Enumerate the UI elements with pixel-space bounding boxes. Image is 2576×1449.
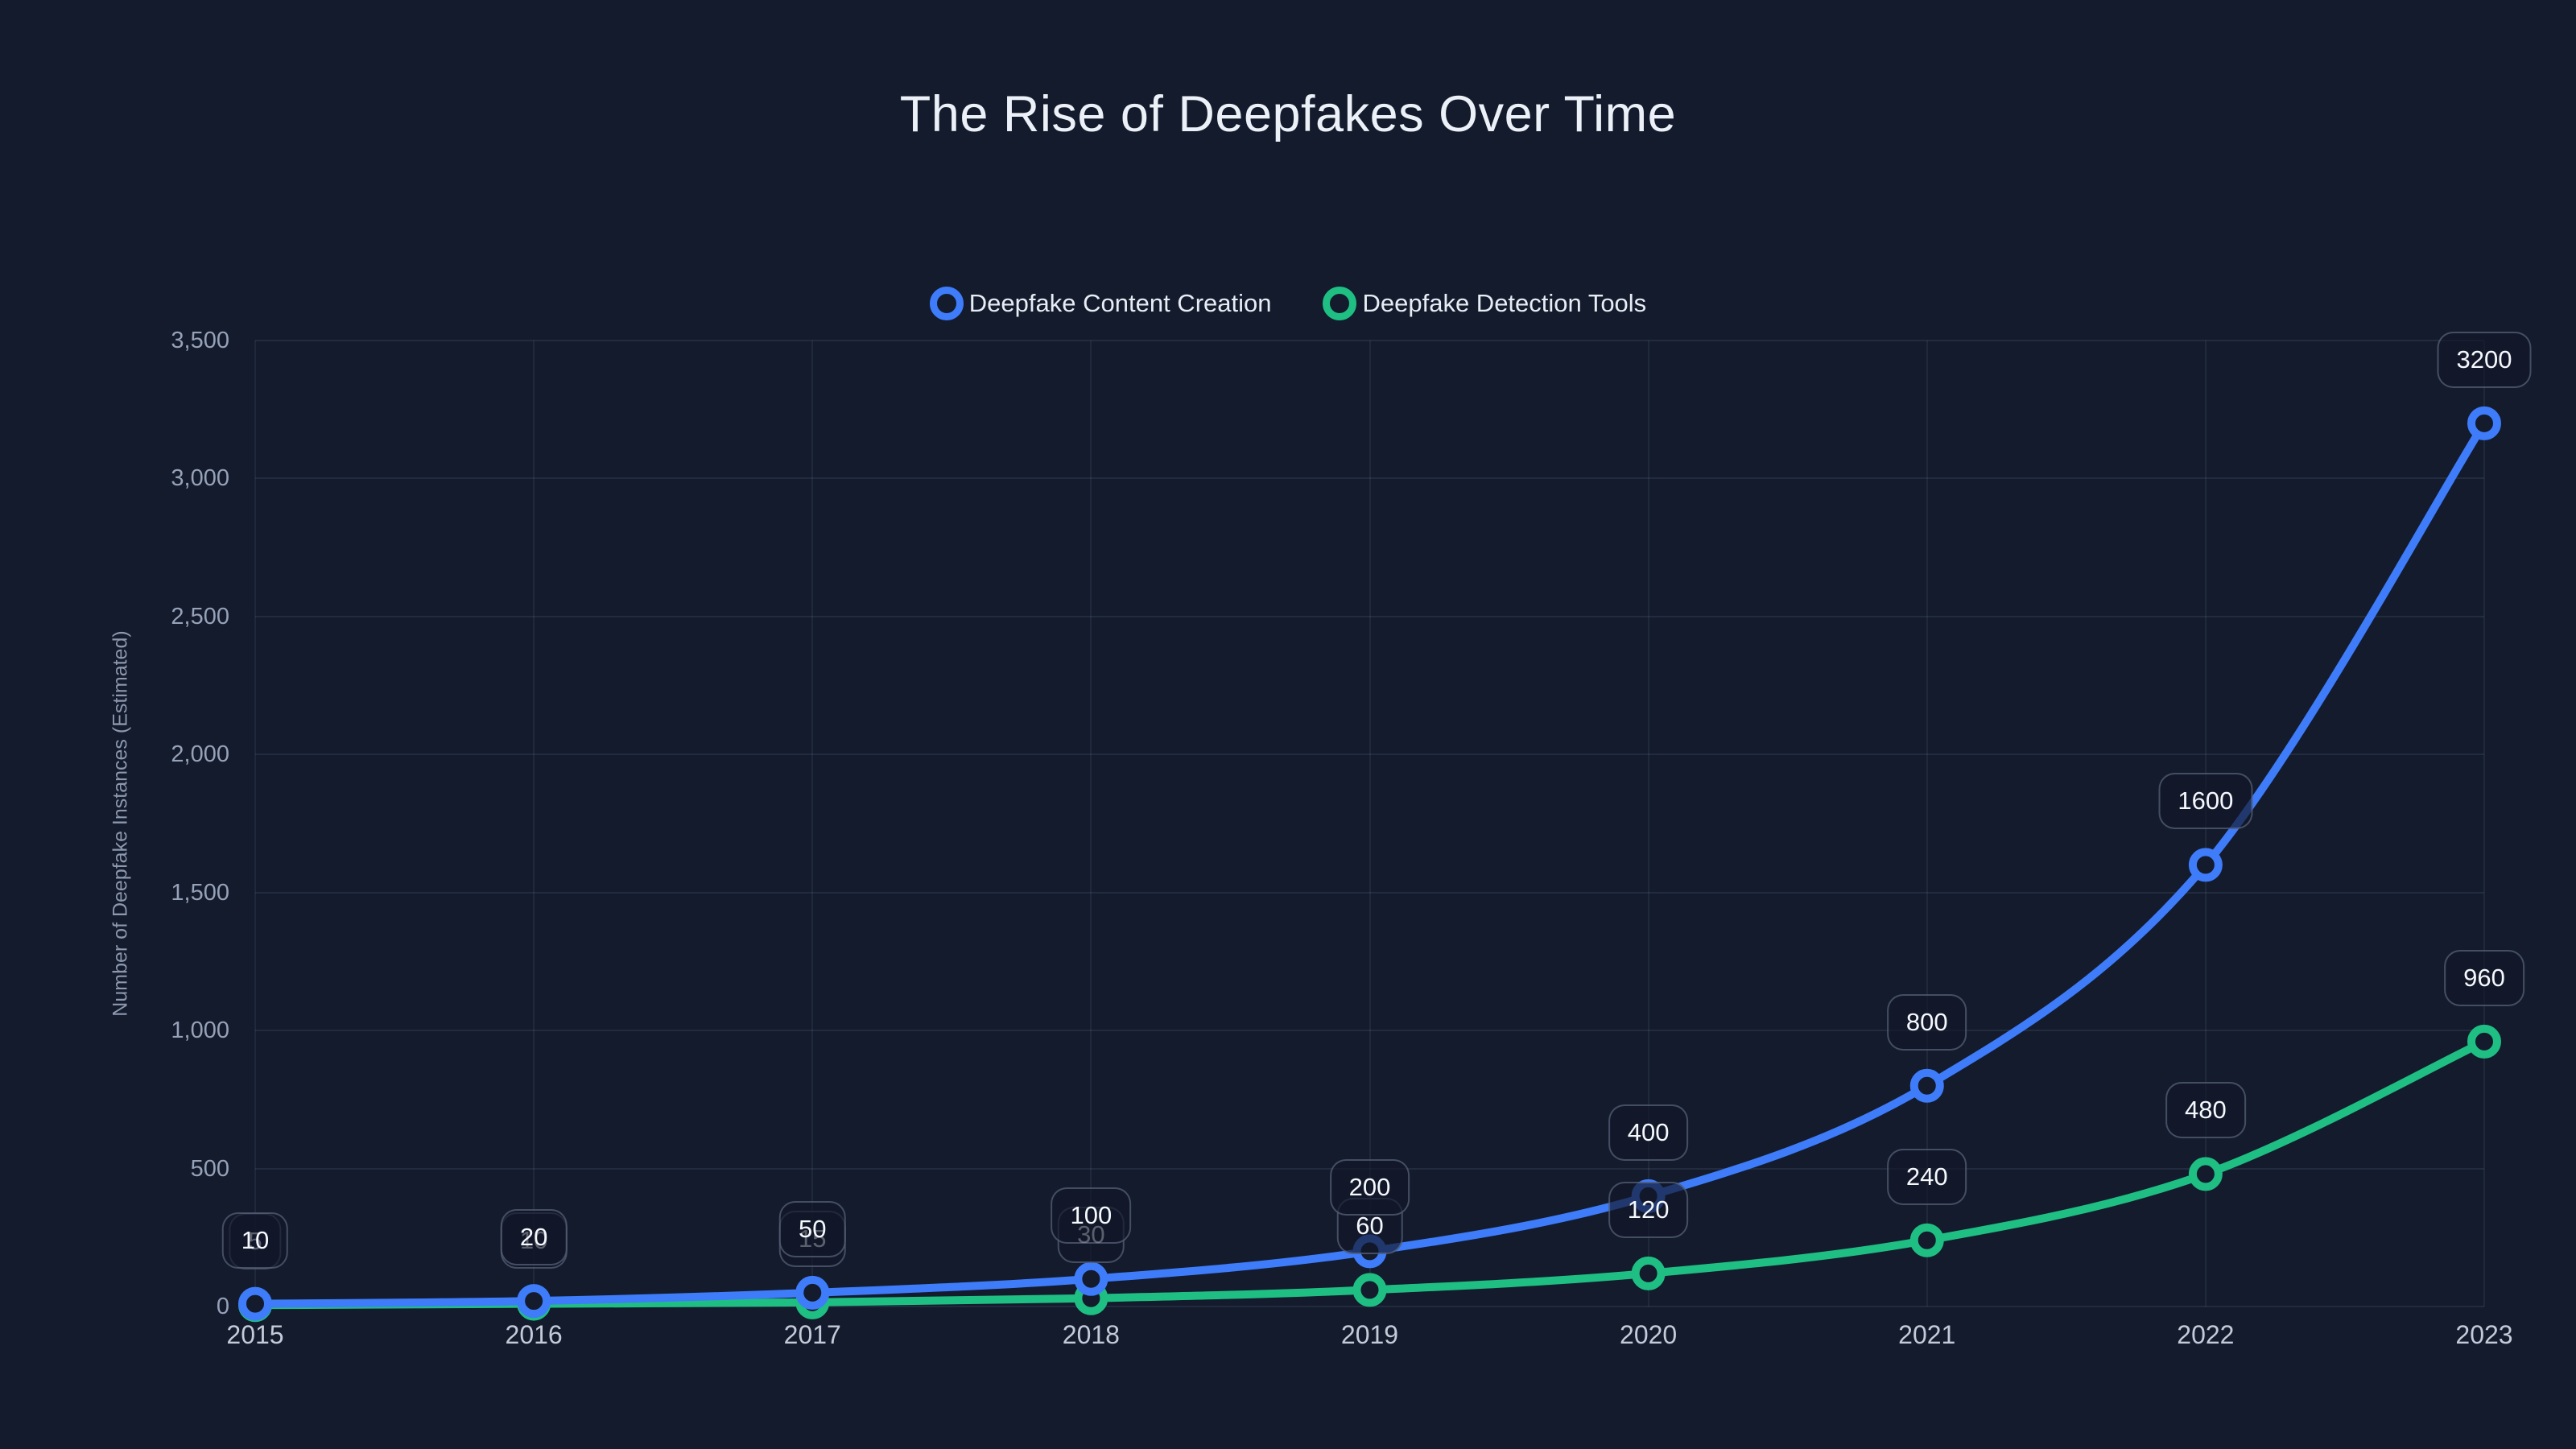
x-axis-tick-label: 2023 xyxy=(2455,1320,2513,1349)
data-label-series-0-2021: 800 xyxy=(1886,993,1967,1051)
y-axis-tick-label: 500 xyxy=(190,1155,229,1182)
data-point-series-1-2019[interactable] xyxy=(1352,1273,1387,1307)
x-axis-tick-label: 2016 xyxy=(505,1320,563,1349)
gridline-horizontal xyxy=(255,615,2484,617)
gridline-vertical xyxy=(254,341,256,1307)
data-label-series-1-2020: 120 xyxy=(1608,1181,1689,1238)
x-axis-tick-label: 2021 xyxy=(1898,1320,1956,1349)
data-label-series-0-2015: 10 xyxy=(221,1212,289,1269)
y-axis-tick-label: 3,500 xyxy=(171,328,229,353)
gridline-horizontal xyxy=(255,477,2484,480)
data-label-series-0-2020: 400 xyxy=(1608,1104,1689,1161)
gridline-vertical xyxy=(2483,341,2485,1307)
gridline-vertical xyxy=(1090,341,1092,1307)
data-point-series-0-2017[interactable] xyxy=(795,1275,830,1310)
data-label-series-0-2016: 20 xyxy=(500,1209,568,1266)
y-axis-tick-label: 2,000 xyxy=(171,741,229,768)
data-point-series-0-2021[interactable] xyxy=(1909,1068,1944,1103)
data-label-series-1-2021: 240 xyxy=(1886,1148,1967,1205)
y-axis-tick-label: 1,500 xyxy=(171,879,229,906)
y-axis-tick-label: 0 xyxy=(216,1294,229,1319)
gridline-vertical xyxy=(533,341,535,1307)
gridline-horizontal xyxy=(255,753,2484,756)
legend-item-label: Deepfake Detection Tools xyxy=(1362,289,1647,317)
data-label-series-1-2023: 960 xyxy=(2444,949,2524,1006)
data-label-series-0-2019: 200 xyxy=(1329,1159,1410,1216)
page-title: The Rise of Deepfakes Over Time xyxy=(899,86,1677,142)
x-axis-tick-label: 2018 xyxy=(1062,1320,1120,1349)
gridline-vertical xyxy=(1647,341,1649,1307)
gridline-vertical xyxy=(1926,341,1928,1307)
data-label-series-0-2018: 100 xyxy=(1051,1187,1132,1244)
data-label-series-0-2023: 3200 xyxy=(2437,331,2532,388)
data-point-series-0-2015[interactable] xyxy=(238,1286,272,1321)
gridline-horizontal xyxy=(255,891,2484,894)
data-point-series-0-2016[interactable] xyxy=(517,1284,551,1319)
y-axis-tick-label: 2,500 xyxy=(171,603,229,630)
gridline-horizontal xyxy=(255,340,2484,341)
y-axis-title: Number of Deepfake Instances (Estimated) xyxy=(109,630,132,1017)
data-point-series-0-2023[interactable] xyxy=(2467,406,2501,440)
data-point-series-1-2021[interactable] xyxy=(1909,1223,1944,1257)
y-axis-tick-label: 1,000 xyxy=(171,1018,229,1044)
x-axis-tick-label: 2020 xyxy=(1620,1320,1678,1349)
data-point-series-0-2018[interactable] xyxy=(1074,1261,1108,1296)
y-axis-tick-label: 3,000 xyxy=(171,465,229,492)
legend-marker-circle-icon xyxy=(929,287,964,320)
x-axis-tick-label: 2022 xyxy=(2177,1320,2235,1349)
chart-legend: Deepfake Content Creation Deepfake Detect… xyxy=(0,287,2576,320)
x-axis-tick-label: 2015 xyxy=(226,1320,284,1349)
legend-item-1[interactable]: Deepfake Detection Tools xyxy=(1323,287,1646,320)
legend-item-0[interactable]: Deepfake Content Creation xyxy=(929,287,1272,320)
data-point-series-1-2023[interactable] xyxy=(2467,1024,2501,1059)
legend-item-label: Deepfake Content Creation xyxy=(968,289,1272,317)
x-axis-tick-label: 2019 xyxy=(1340,1320,1399,1349)
data-point-series-1-2020[interactable] xyxy=(1631,1256,1666,1290)
data-point-series-1-2022[interactable] xyxy=(2188,1157,2223,1191)
gridline-vertical xyxy=(1368,341,1371,1307)
data-label-series-0-2017: 50 xyxy=(779,1200,846,1257)
data-label-series-1-2022: 480 xyxy=(2165,1082,2246,1139)
gridline-vertical xyxy=(811,341,814,1307)
gridline-horizontal xyxy=(255,1030,2484,1032)
x-axis-tick-label: 2017 xyxy=(783,1320,841,1349)
legend-marker-circle-icon xyxy=(1323,287,1357,320)
data-label-series-0-2022: 1600 xyxy=(2158,773,2253,830)
data-point-series-0-2022[interactable] xyxy=(2188,848,2223,882)
